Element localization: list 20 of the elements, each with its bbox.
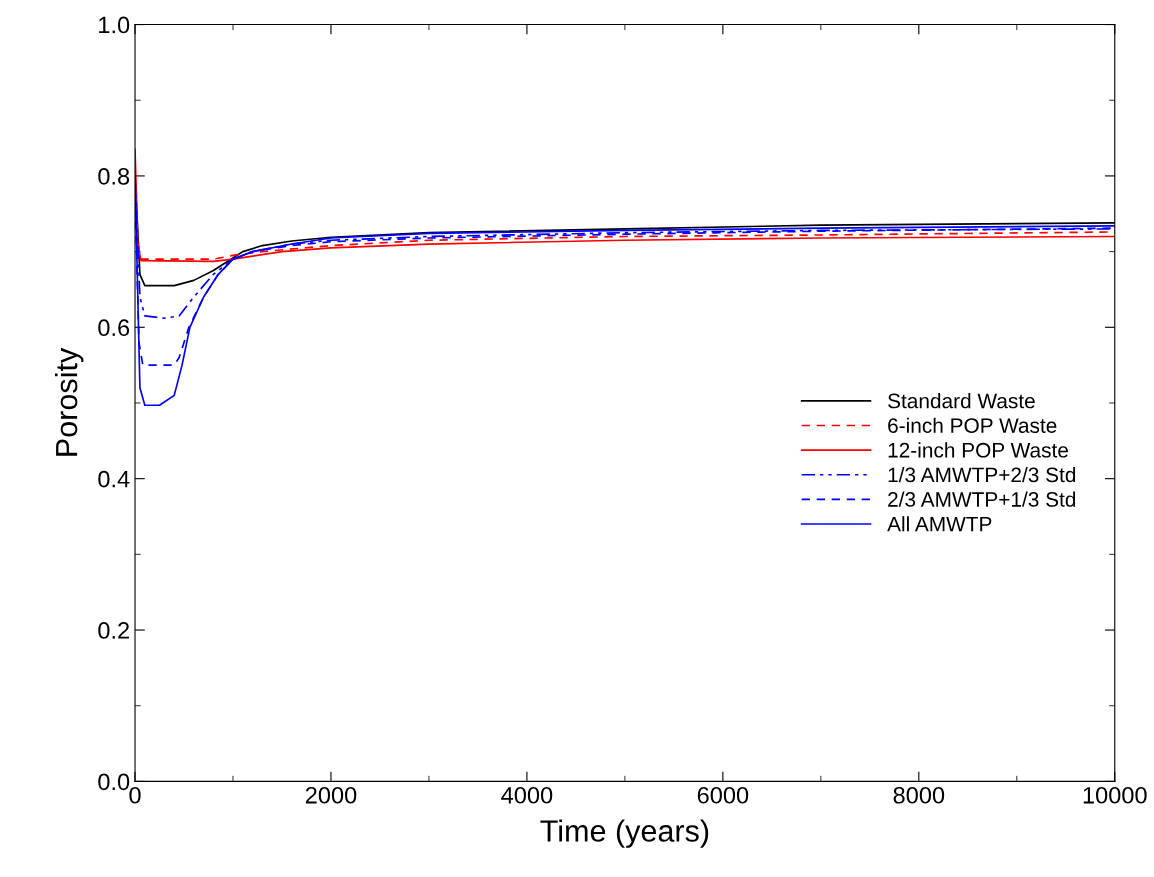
legend-label: 12-inch POP Waste (888, 442, 1068, 458)
legend-label: 2/3 AMWTP+1/3 Std (888, 491, 1076, 507)
y-tick-label: 0.2 (98, 622, 129, 639)
x-tick-label: 10000 (1083, 786, 1147, 804)
x-tick-label: 6000 (697, 786, 749, 804)
legend-label: 1/3 AMWTP+2/3 Std (888, 466, 1076, 483)
x-tick-label: 8000 (893, 786, 945, 804)
legend-label: 6-inch POP Waste (888, 417, 1057, 433)
legend-label: All AMWTP (887, 516, 992, 532)
legend-label: Standard Waste (888, 393, 1035, 409)
y-axis-title: Porosity (54, 347, 84, 456)
y-tick-label: 0.8 (98, 167, 130, 185)
x-axis-title: Time (years) (540, 819, 709, 848)
y-tick-label: 0.6 (98, 319, 130, 337)
x-tick-label: 4000 (501, 786, 553, 804)
y-tick-label: 1.0 (99, 16, 130, 34)
x-tick-label: 0 (129, 786, 141, 804)
y-tick-label: 0.0 (98, 773, 130, 791)
x-tick-label: 2000 (305, 786, 357, 804)
y-tick-label: 0.4 (98, 470, 130, 488)
